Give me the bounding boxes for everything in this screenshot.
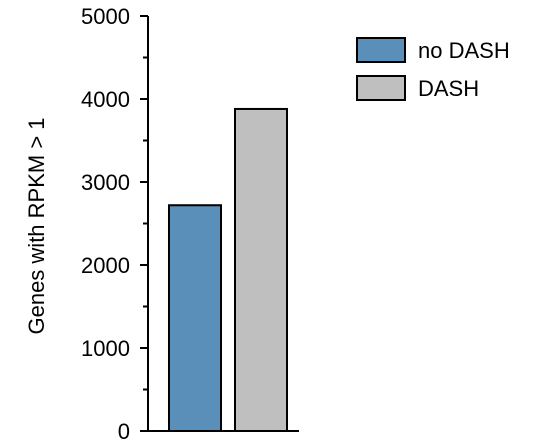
y-axis-ticks: 0 1000 2000 3000 4000 5000: [81, 4, 148, 440]
y-axis-title: Genes with RPKM > 1: [24, 117, 49, 334]
y-tick-label: 0: [118, 419, 130, 440]
y-tick-label: 4000: [81, 87, 130, 112]
y-tick-label: 3000: [81, 170, 130, 195]
legend-swatch: [356, 75, 406, 101]
bar-dash: [234, 107, 288, 433]
legend-swatch: [356, 37, 406, 63]
y-tick-label: 2000: [81, 253, 130, 278]
legend-label: no DASH: [418, 38, 510, 63]
bar-no-dash: [168, 204, 222, 432]
bars: [168, 107, 288, 433]
legend: no DASH DASH: [356, 37, 510, 101]
legend-label: DASH: [418, 76, 479, 101]
y-tick-label: 1000: [81, 336, 130, 361]
y-tick-label: 5000: [81, 4, 130, 29]
